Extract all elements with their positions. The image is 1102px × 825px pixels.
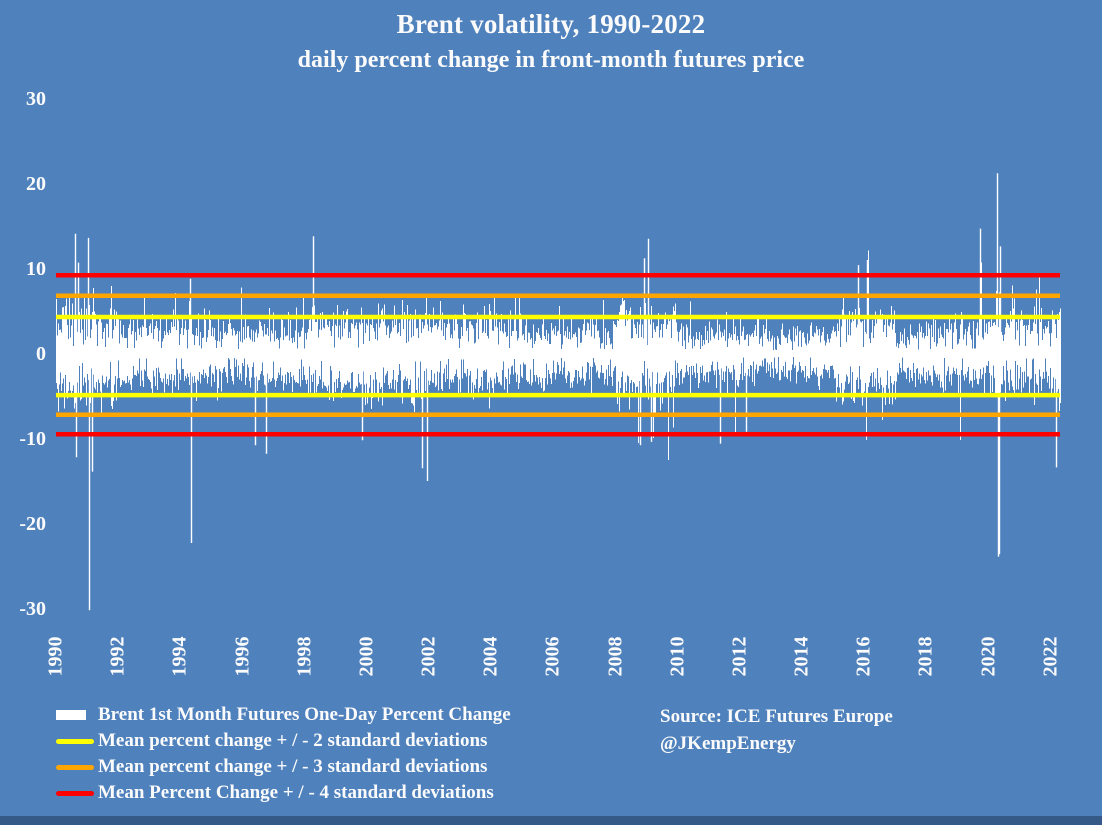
x-axis-tick-label: 2000 [355,636,378,676]
band-2sd-swatch [56,738,94,744]
y-axis-tick-label: 10 [26,257,46,280]
legend-label: Mean Percent Change + / - 4 standard dev… [98,782,494,803]
x-axis-tick-label: 2002 [417,636,440,676]
x-axis-tick-label: 2008 [604,636,626,676]
y-axis-tick-label: -20 [19,512,46,535]
band-4sd-swatch [56,790,94,796]
legend-item-4sd: Mean Percent Change + / - 4 standard dev… [56,780,511,806]
daily-percent-change-series [56,250,1061,460]
source-text: Source: ICE Futures Europe [660,706,893,727]
x-axis-tick-label: 2006 [541,636,564,676]
source-handle: @JKempEnergy [660,733,796,754]
y-axis-tick-label: -10 [19,427,46,450]
x-axis-tick-label: 2010 [666,636,689,676]
chart-title: Brent volatility, 1990-2022 [396,9,706,39]
band-3sd-swatch [56,764,94,770]
legend-label: Mean percent change + / - 2 standard dev… [98,730,488,751]
y-axis-tick-label: 30 [26,87,46,110]
legend-label: Mean percent change + / - 3 standard dev… [98,756,488,777]
y-axis-tick-label: -30 [19,597,46,620]
x-axis-tick-label: 2022 [1039,636,1062,676]
x-axis-tick-label: 1994 [168,636,191,676]
x-axis-tick-label: 2018 [914,636,937,676]
series-swatch [56,710,86,720]
x-axis-tick-label: 2014 [790,636,813,676]
bottom-bar [0,816,1102,825]
x-axis-tick-label: 1992 [106,636,129,676]
y-axis-tick-label: 20 [26,172,46,195]
x-axis-tick-label: 2004 [479,636,502,676]
x-axis-tick-label: 2012 [728,636,751,676]
legend-label: Brent 1st Month Futures One-Day Percent … [98,704,511,725]
chart-subtitle: daily percent change in front-month futu… [297,47,805,73]
x-axis-tick-label: 2020 [977,636,999,676]
legend-item-series: Brent 1st Month Futures One-Day Percent … [56,702,511,728]
legend-item-2sd: Mean percent change + / - 2 standard dev… [56,728,511,754]
x-axis-tick-label: 2016 [852,636,875,676]
y-axis-tick-label: 0 [36,342,46,365]
source-attribution: Source: ICE Futures Europe @JKempEnergy [660,703,893,757]
x-axis-tick-label: 1998 [293,636,316,676]
legend-item-3sd: Mean percent change + / - 3 standard dev… [56,754,511,780]
extreme-move-spikes [74,173,1058,611]
x-axis-tick-label: 1996 [231,636,253,676]
legend: Brent 1st Month Futures One-Day Percent … [56,702,511,806]
x-axis-tick-label: 1990 [44,636,67,676]
